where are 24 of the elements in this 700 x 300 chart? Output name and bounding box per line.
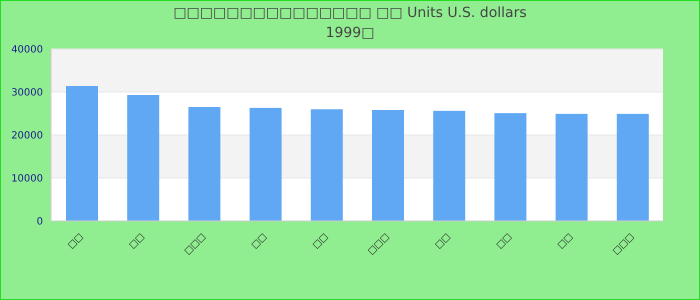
bar — [188, 107, 220, 221]
y-tick-label: 0 — [36, 216, 43, 228]
x-tick-label: □□ — [66, 232, 86, 251]
chart-subtitle: 1999□ — [324, 24, 376, 43]
bar — [372, 110, 404, 221]
x-tick-label: □□ — [434, 232, 453, 251]
bar — [250, 108, 282, 221]
bar — [310, 109, 343, 221]
bar — [616, 114, 649, 221]
chart-title: □□□□□□□□□□□□□□□ □□ Units U.S. dollars — [172, 4, 528, 23]
bar — [127, 95, 160, 221]
bar — [494, 113, 526, 221]
y-tick-label: 30000 — [11, 88, 43, 99]
x-tick-label: □□ — [311, 232, 330, 251]
x-tick-label: □□ — [128, 232, 147, 251]
y-tick-label: 10000 — [11, 174, 43, 185]
bar — [433, 110, 466, 221]
y-tick-label: 40000 — [11, 44, 43, 56]
x-tick-label: □□ — [250, 232, 270, 251]
y-tick-label: 20000 — [11, 130, 43, 142]
x-tick-label: □□ — [494, 232, 514, 251]
bar — [556, 114, 588, 221]
x-tick-label: □□ — [556, 232, 576, 251]
bar — [66, 86, 98, 221]
